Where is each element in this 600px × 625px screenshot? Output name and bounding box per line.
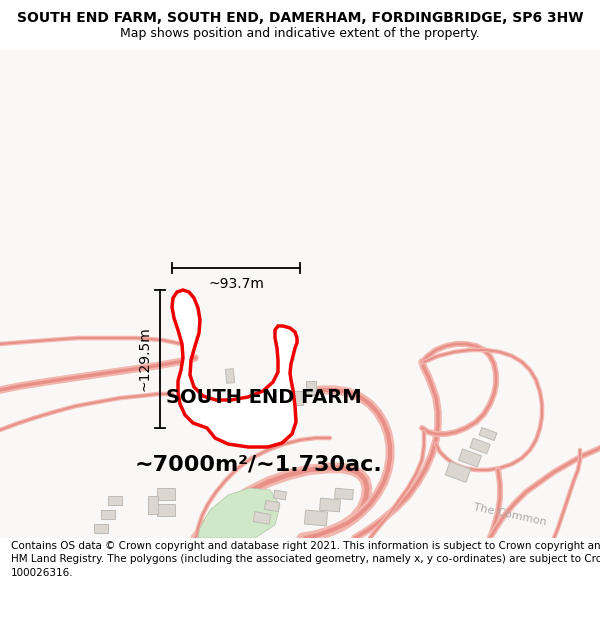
Bar: [306, 381, 316, 395]
Bar: [108, 496, 122, 504]
Bar: [335, 488, 353, 500]
Bar: [265, 501, 280, 512]
Polygon shape: [198, 488, 280, 538]
Text: ~129.5m: ~129.5m: [137, 327, 151, 391]
Text: ~7000m²/~1.730ac.: ~7000m²/~1.730ac.: [135, 455, 383, 475]
Bar: [470, 438, 490, 454]
Bar: [226, 369, 235, 383]
Bar: [253, 512, 271, 524]
Bar: [320, 498, 340, 512]
Bar: [293, 391, 303, 405]
Text: Contains OS data © Crown copyright and database right 2021. This information is : Contains OS data © Crown copyright and d…: [11, 541, 600, 578]
Bar: [458, 449, 481, 467]
Polygon shape: [172, 290, 297, 447]
Text: Map shows position and indicative extent of the property.: Map shows position and indicative extent…: [120, 27, 480, 40]
Bar: [274, 490, 287, 500]
Bar: [479, 428, 497, 441]
Text: ~93.7m: ~93.7m: [208, 277, 264, 291]
Bar: [445, 462, 471, 482]
Bar: [148, 496, 158, 514]
Bar: [304, 510, 328, 526]
Bar: [157, 504, 175, 516]
Bar: [101, 509, 115, 519]
Text: The Common: The Common: [473, 503, 547, 528]
Bar: [94, 524, 108, 532]
Text: SOUTH END FARM: SOUTH END FARM: [166, 388, 362, 408]
Bar: [157, 488, 175, 500]
Text: SOUTH END FARM, SOUTH END, DAMERHAM, FORDINGBRIDGE, SP6 3HW: SOUTH END FARM, SOUTH END, DAMERHAM, FOR…: [17, 11, 583, 25]
